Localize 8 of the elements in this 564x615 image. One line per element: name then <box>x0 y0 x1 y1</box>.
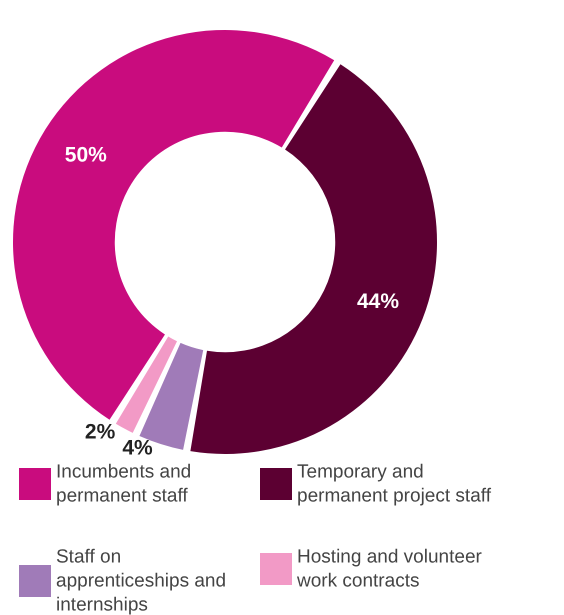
legend-label: Incumbents and permanent staff <box>56 462 196 506</box>
legend-label: Temporary and permanent project staff <box>297 462 492 506</box>
data-label: 2% <box>84 420 116 444</box>
legend-label: Hosting and volunteer work contracts <box>296 546 488 592</box>
data-label: 4% <box>122 436 154 460</box>
legend-label: Staff on apprenticeships and internships <box>56 546 232 615</box>
data-label: 50% <box>64 144 108 167</box>
data-label: 44% <box>356 290 400 313</box>
